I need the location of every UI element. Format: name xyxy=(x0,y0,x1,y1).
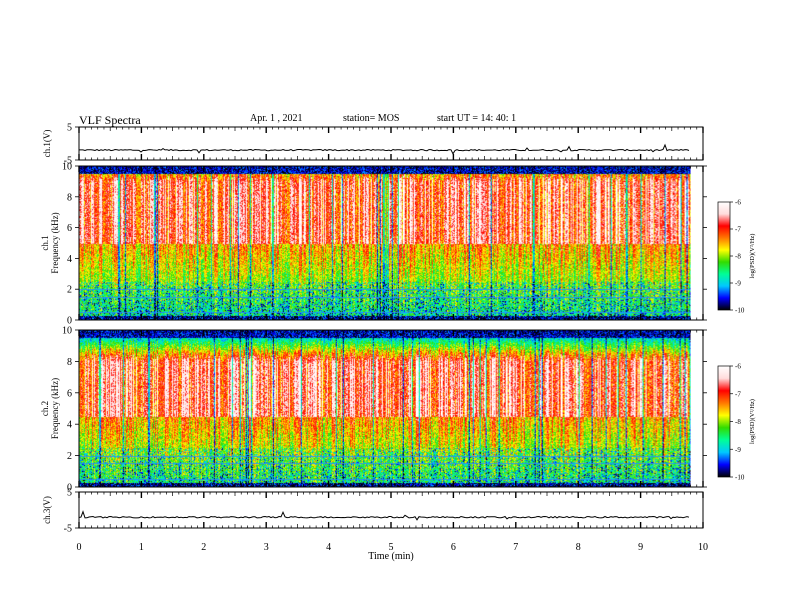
start-time-label: start UT = 14: 40: 1 xyxy=(437,113,517,124)
colorbar-tick-label: -7 xyxy=(735,226,741,234)
station-label: station= MOS xyxy=(343,113,400,124)
y-tick-label: 5 xyxy=(67,123,72,134)
x-tick-label: 6 xyxy=(451,542,456,553)
waveform-trace xyxy=(78,510,690,521)
y-axis-label: ch.3(V) xyxy=(42,496,52,524)
y-tick-label: 5 xyxy=(67,488,72,499)
y-axis-label-line2: Frequency (kHz) xyxy=(50,212,60,273)
x-tick-label: 3 xyxy=(264,542,269,553)
y-tick-label: 4 xyxy=(67,254,72,265)
x-tick-label: 5 xyxy=(389,542,394,553)
colorbar-2 xyxy=(717,365,731,478)
x-tick-label: 8 xyxy=(576,542,581,553)
y-tick-label: 0 xyxy=(67,483,72,494)
x-tick-label: 0 xyxy=(77,542,82,553)
y-tick-label: 10 xyxy=(62,326,72,337)
y-tick-label: 0 xyxy=(67,316,72,327)
spectrogram-image-1 xyxy=(79,166,691,320)
panels-layer xyxy=(78,143,691,521)
colorbar-label: log(PSD)(V²/Hz) xyxy=(749,399,756,444)
y-tick-label: 8 xyxy=(67,357,72,368)
x-tick-label: 2 xyxy=(201,542,206,553)
x-tick-label: 7 xyxy=(513,542,518,553)
waveform-trace xyxy=(78,143,690,155)
colorbar-tick-label: -7 xyxy=(735,390,741,398)
y-axis-label-line1: ch.1 xyxy=(40,235,50,250)
x-tick-label: 9 xyxy=(638,542,643,553)
y-axis-label-line1: ch.2 xyxy=(40,401,50,416)
y-tick-label: 4 xyxy=(67,420,72,431)
date-label: Apr. 1 , 2021 xyxy=(250,113,303,124)
colorbar-tick-label: -10 xyxy=(735,307,745,315)
colorbar-tick-label: -6 xyxy=(735,199,741,207)
y-tick-label: -5 xyxy=(64,524,72,535)
x-axis-label: Time (min) xyxy=(368,551,413,562)
colorbar-label: log(PSD)(V²/Hz) xyxy=(749,234,756,279)
y-axis-label-line2: Frequency (kHz) xyxy=(50,378,60,439)
x-tick-label: 10 xyxy=(698,542,708,553)
y-tick-label: 6 xyxy=(67,388,72,399)
colorbar-tick-label: -8 xyxy=(735,418,741,426)
y-axis-label: ch.1(V) xyxy=(42,130,52,158)
colorbar-tick-label: -9 xyxy=(735,280,741,288)
colorbar-tick-label: -9 xyxy=(735,446,741,454)
chart-title: VLF Spectra xyxy=(79,113,141,127)
colorbar-tick-label: -6 xyxy=(735,363,741,371)
spectrogram-image-2 xyxy=(79,330,691,487)
colorbar-1 xyxy=(717,201,731,311)
y-tick-label: 10 xyxy=(62,162,72,173)
x-tick-label: 4 xyxy=(326,542,331,553)
axes-layer: 5 -5 ch.1(V) -6 -7 -8 -9 -10 log(PSD)(V²/Hz) 0 2 4 6… xyxy=(40,123,756,563)
y-tick-label: 6 xyxy=(67,223,72,234)
colorbar-tick-label: -10 xyxy=(735,474,745,482)
y-tick-label: -5 xyxy=(64,156,72,167)
x-tick-label: 1 xyxy=(139,542,144,553)
y-tick-label: 2 xyxy=(67,285,72,296)
y-tick-label: 2 xyxy=(67,451,72,462)
colorbar-tick-label: -8 xyxy=(735,253,741,261)
y-tick-label: 8 xyxy=(67,192,72,203)
